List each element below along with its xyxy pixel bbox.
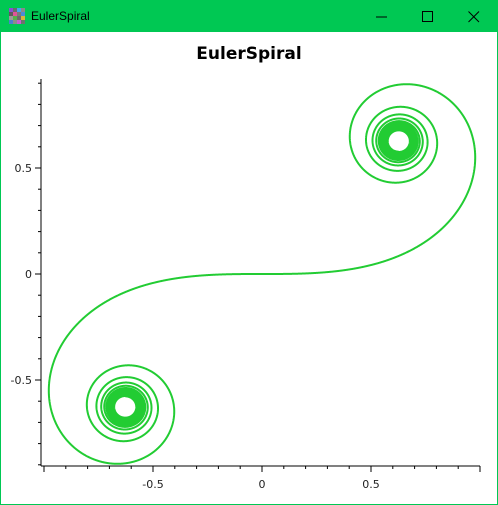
x-tick-label: -0.5 (142, 478, 163, 491)
close-button[interactable] (451, 1, 497, 32)
chart-area: EulerSpiral -0.5 0 0.5 -0.5 0 0.5 (1, 32, 497, 504)
close-icon (468, 11, 480, 23)
y-tick-label: 0 (25, 268, 32, 281)
euler-spiral-line (49, 84, 475, 464)
app-icon (9, 8, 25, 24)
maximize-icon (422, 11, 434, 23)
y-tick-label: 0.5 (15, 162, 33, 175)
title-bar[interactable]: EulerSpiral (1, 1, 497, 32)
x-tick-label: 0.5 (362, 478, 380, 491)
window-title: EulerSpiral (31, 1, 90, 32)
euler-spiral-plot: -0.5 0 0.5 -0.5 0 0.5 (1, 32, 497, 504)
minimize-icon (376, 11, 388, 23)
maximize-button[interactable] (405, 1, 451, 32)
minimize-button[interactable] (359, 1, 405, 32)
y-tick-label: -0.5 (11, 374, 32, 387)
x-tick-label: 0 (259, 478, 266, 491)
